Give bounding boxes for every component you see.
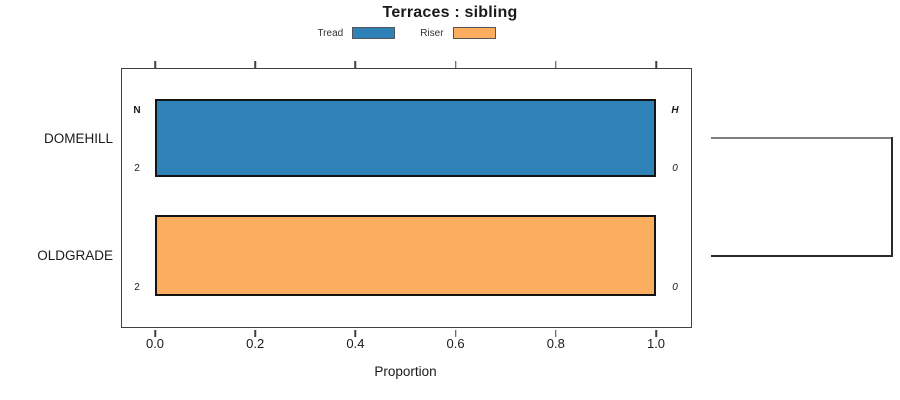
y-category-label-oldgrade: OLDGRADE <box>37 248 113 263</box>
x-axis-tick-label: 1.0 <box>646 336 666 351</box>
right-annotation-domehill: H 0 <box>664 99 686 177</box>
x-axis-tick <box>555 61 557 68</box>
h-count-label: 0 <box>672 162 678 174</box>
plot-area: N 2 H 0 2 0 <box>121 68 692 328</box>
x-axis-tick <box>655 61 657 68</box>
x-axis-tick <box>254 61 256 68</box>
legend: Tread Riser <box>121 25 692 41</box>
x-axis-top-ticks <box>154 61 657 68</box>
bar-row-domehill: N 2 H 0 <box>122 98 690 177</box>
x-axis-tick <box>655 329 657 337</box>
x-axis-tick-label: 0.2 <box>246 336 265 351</box>
n-count-label: 2 <box>134 281 140 293</box>
x-axis-tick <box>454 329 457 337</box>
bar-oldgrade-riser <box>155 214 656 296</box>
bar-row-oldgrade: 2 0 <box>122 214 690 296</box>
n-count-label: 2 <box>134 162 140 174</box>
x-axis-tick-label: 0.0 <box>145 336 165 351</box>
legend-item-tread: Tread <box>317 27 396 39</box>
bar-domehill-tread <box>155 98 656 177</box>
x-axis-tick-label: 0.8 <box>546 336 565 351</box>
x-axis-tick <box>354 61 357 68</box>
bar-track <box>155 98 656 177</box>
x-axis-tick-label: 0.6 <box>446 336 465 351</box>
left-annotation-oldgrade: 2 <box>126 215 148 296</box>
sibling-link-bottom-line <box>711 255 893 257</box>
legend-label-riser: Riser <box>420 27 444 39</box>
legend-label-tread: Tread <box>317 27 344 39</box>
left-annotation-domehill: N 2 <box>126 99 148 177</box>
x-axis-tick <box>354 329 357 337</box>
x-axis-tick-label: 0.4 <box>346 336 365 351</box>
legend-item-riser: Riser <box>420 27 496 39</box>
x-axis-tick <box>555 329 557 337</box>
x-axis-title: Proportion <box>374 364 437 379</box>
sibling-link-top-line <box>711 136 893 139</box>
legend-swatch-riser <box>452 27 496 39</box>
h-count-label: 0 <box>672 281 678 293</box>
x-axis-tick <box>154 61 156 68</box>
x-axis-tick <box>154 329 156 337</box>
x-axis-tick <box>254 329 256 337</box>
n-header-label: N <box>133 104 141 116</box>
legend-swatch-tread <box>352 27 396 39</box>
chart-title: Terraces : sibling <box>382 4 518 21</box>
x-axis-tick <box>454 61 457 68</box>
x-axis-tick-labels: 0.0 0.2 0.4 0.6 0.8 1.0 <box>146 336 665 352</box>
y-category-label-domehill: DOMEHILL <box>43 131 113 146</box>
right-annotation-oldgrade: 0 <box>664 215 686 296</box>
x-axis-bottom-ticks <box>154 329 657 337</box>
h-header-label: H <box>671 104 679 116</box>
bar-track <box>155 214 656 296</box>
sibling-link-vertical-line <box>891 136 893 257</box>
